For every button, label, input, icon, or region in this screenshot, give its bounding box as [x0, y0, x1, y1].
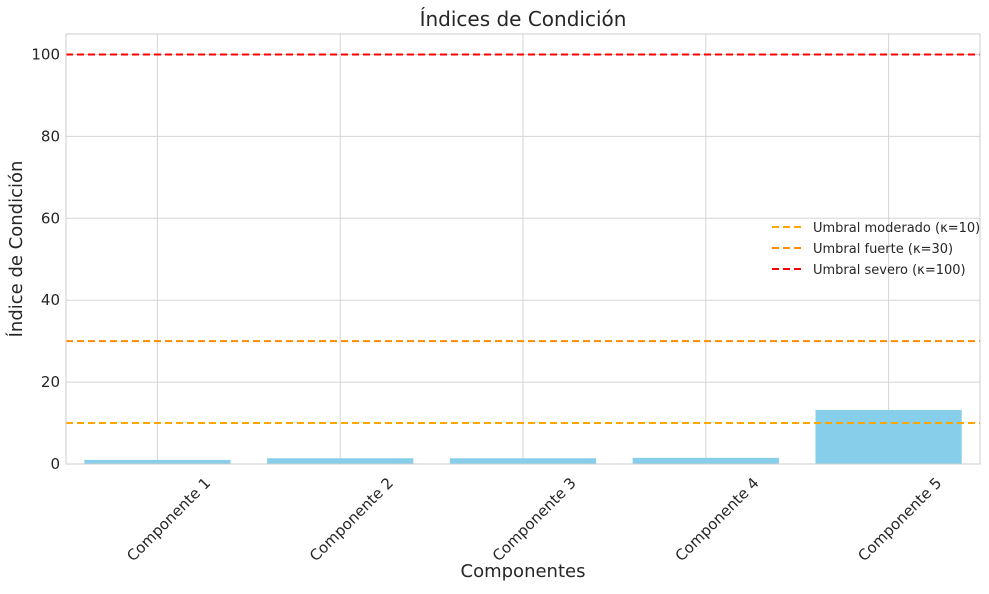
legend-label-2: Umbral fuerte (κ=30) [813, 242, 953, 257]
legend-label-1: Umbral moderado (κ=10) [813, 221, 980, 236]
chart-title: Índices de Condición [420, 7, 627, 31]
y-tick-label: 100 [31, 45, 60, 63]
y-tick-label: 20 [41, 373, 60, 391]
bar-2 [267, 458, 414, 464]
y-tick-label: 80 [41, 127, 60, 145]
y-axis-label: Índice de Condición [5, 161, 27, 338]
y-tick-label: 0 [50, 455, 60, 473]
bars [84, 409, 962, 464]
legend: Umbral moderado (κ=10) Umbral fuerte (κ=3… [772, 221, 980, 278]
y-ticks: 0 20 40 60 80 100 [31, 45, 60, 473]
x-axis-label: Componentes [461, 561, 586, 582]
threshold-lines [66, 53, 980, 425]
y-tick-label: 40 [41, 291, 60, 309]
bar-4 [632, 457, 779, 464]
legend-label-3: Umbral severo (κ=100) [813, 263, 966, 278]
bar-3 [449, 458, 597, 464]
bar-5 [815, 409, 962, 464]
bar-1 [84, 459, 231, 464]
plot-frame [65, 33, 981, 465]
y-tick-label: 60 [41, 209, 60, 227]
